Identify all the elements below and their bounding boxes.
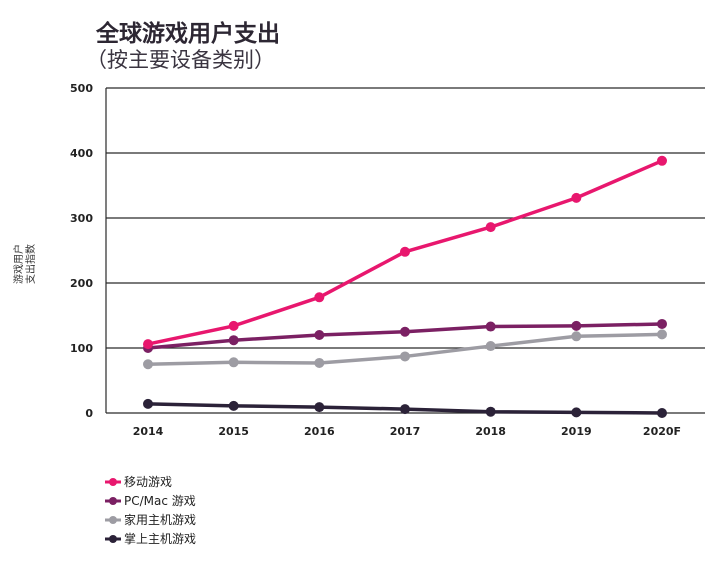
- legend-item: 掌上主机游戏: [104, 529, 196, 548]
- data-point: [143, 398, 153, 409]
- data-point: [571, 407, 582, 418]
- y-tick-label: 200: [70, 277, 93, 290]
- y-tick-label: 0: [85, 407, 93, 420]
- x-tick-label: 2014: [133, 425, 164, 438]
- data-point: [400, 351, 410, 362]
- y-tick-label: 500: [70, 82, 93, 95]
- y-tick-label: 300: [70, 212, 93, 225]
- data-point: [143, 359, 153, 370]
- legend-label: 掌上主机游戏: [124, 532, 197, 546]
- data-point: [485, 406, 496, 417]
- data-point: [657, 155, 667, 166]
- chart-title: 全球游戏用户支出: [96, 21, 280, 47]
- data-point: [228, 357, 239, 368]
- chart-subtitle: （按主要设备类别）: [86, 48, 275, 72]
- data-point: [657, 318, 667, 329]
- legend-marker-icon: [105, 496, 121, 505]
- data-point: [485, 321, 496, 332]
- data-point: [314, 357, 325, 368]
- data-point: [571, 192, 582, 203]
- data-point: [571, 331, 582, 342]
- legend-label: PC/Mac 游戏: [124, 494, 196, 508]
- legend: 移动游戏 PC/Mac 游戏 家用主机游戏 掌上主机游戏: [104, 472, 196, 548]
- data-point: [657, 329, 667, 340]
- data-point: [314, 402, 325, 413]
- legend-marker-icon: [105, 477, 121, 486]
- data-point: [400, 246, 410, 257]
- data-point: [400, 404, 410, 415]
- data-point: [228, 400, 239, 411]
- x-tick-label: 2015: [218, 425, 249, 438]
- x-tick-label: 2018: [475, 425, 506, 438]
- data-point: [657, 408, 667, 418]
- data-point: [571, 320, 582, 331]
- legend-marker-icon: [105, 534, 121, 543]
- legend-item: PC/Mac 游戏: [104, 491, 196, 510]
- data-point: [228, 320, 239, 331]
- x-tick-label: 2017: [390, 425, 421, 438]
- data-point: [228, 335, 239, 346]
- x-tick-label: 2019: [561, 425, 592, 438]
- legend-label: 移动游戏: [124, 475, 173, 489]
- data-point: [143, 339, 153, 350]
- legend-item: 移动游戏: [104, 472, 196, 491]
- x-tick-label: 2016: [304, 425, 335, 438]
- legend-item: 家用主机游戏: [104, 510, 196, 529]
- data-point: [314, 292, 325, 303]
- y-tick-label: 400: [70, 147, 93, 160]
- data-point: [485, 222, 496, 233]
- legend-marker-icon: [105, 515, 121, 524]
- legend-label: 家用主机游戏: [124, 513, 197, 527]
- data-point: [314, 330, 325, 340]
- x-tick-label: 2020F: [643, 425, 681, 438]
- data-point: [400, 326, 410, 337]
- y-tick-label: 100: [70, 342, 93, 355]
- data-point: [485, 341, 496, 352]
